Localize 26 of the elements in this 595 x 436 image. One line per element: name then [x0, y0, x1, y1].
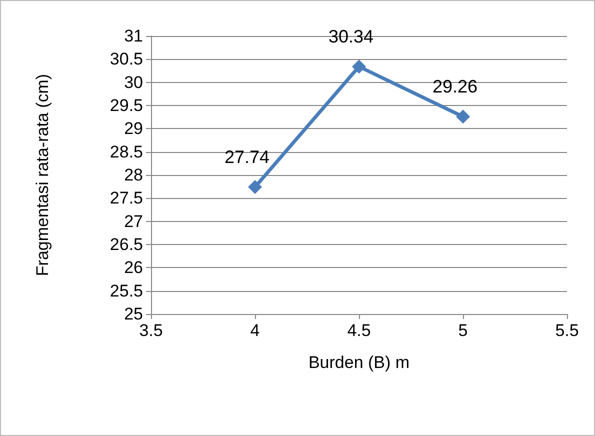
y-tick-label: 27: [124, 212, 143, 231]
x-tick-label: 5: [458, 321, 468, 340]
y-tick-label: 30.5: [110, 50, 143, 69]
y-tick-label: 28.5: [110, 142, 143, 162]
y-axis-title: Fragmentasi rata-rata (cm): [33, 74, 52, 276]
y-tick-label: 29.5: [110, 96, 143, 115]
point: [248, 180, 262, 194]
y-tick-label: 28: [124, 166, 143, 184]
x-tick-label: 4.5: [347, 321, 371, 340]
y-tick-label: 26.5: [110, 235, 143, 254]
y-tick-label: 30: [124, 72, 143, 92]
y-tick-label: 25: [124, 304, 143, 324]
point: [456, 110, 470, 124]
data-label: 29.26: [432, 76, 478, 97]
x-tick-label: 4: [250, 321, 260, 340]
y-tick-label: 31: [124, 26, 143, 46]
y-tick-label: 26: [124, 258, 143, 278]
x-tick-label: 5.5: [555, 321, 579, 340]
y-tick-label: 27.5: [110, 188, 143, 208]
y-tick-label: 29: [124, 119, 143, 138]
x-axis-title: Burden (B) m: [308, 353, 410, 372]
data-label: 30.34: [328, 26, 374, 47]
point: [352, 60, 366, 74]
data-label: 27.74: [224, 147, 270, 168]
x-tick-label: 3.5: [139, 321, 163, 340]
y-tick-label: 25.5: [110, 281, 143, 300]
